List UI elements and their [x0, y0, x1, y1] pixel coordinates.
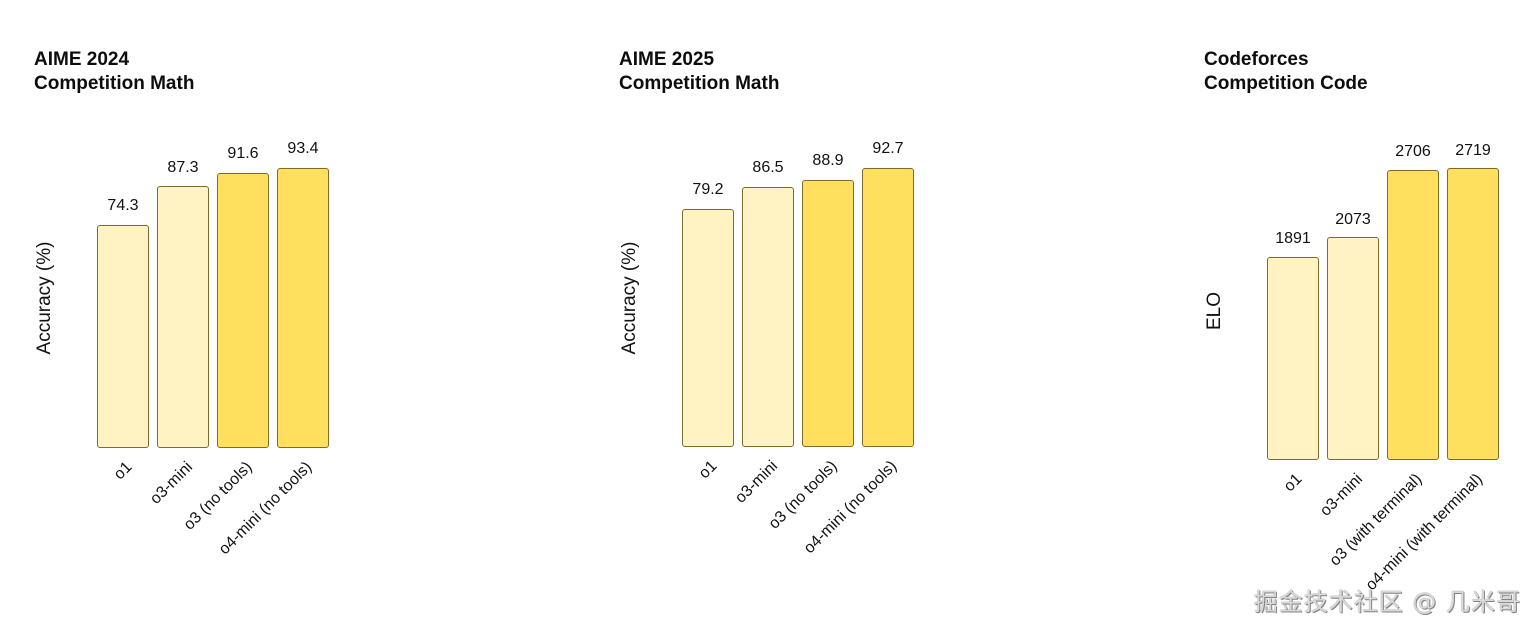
bar-o4-mini-no-tools [277, 168, 329, 448]
value-label: 79.2 [692, 181, 724, 198]
value-label: 93.4 [287, 140, 319, 157]
chart-title: Codeforces Competition Code [1204, 48, 1368, 96]
chart-aime-2025: AIME 2025 Competition Math Accuracy (%) … [619, 0, 1139, 637]
bar-o3-with-terminal [1387, 170, 1439, 460]
bar-o3-mini [742, 187, 794, 447]
bar-o4-mini-with-terminal [1447, 168, 1499, 460]
x-tick-label: o3-mini [731, 457, 781, 507]
value-label: 2719 [1455, 142, 1491, 159]
bar-o4-mini-no-tools [862, 168, 914, 447]
chart-title-line1: AIME 2024 [34, 49, 130, 70]
y-axis-label: Accuracy (%) [34, 241, 55, 355]
chart-title-line1: AIME 2025 [619, 49, 715, 70]
x-tick-label: o1 [111, 458, 136, 484]
value-label: 2706 [1395, 143, 1431, 160]
chart-title: AIME 2025 Competition Math [619, 48, 779, 96]
value-label: 2073 [1335, 211, 1371, 228]
chart-title-line2: Competition Code [1204, 73, 1368, 94]
x-tick-label: o3-mini [146, 458, 196, 508]
y-axis-label: Accuracy (%) [619, 241, 640, 355]
x-tick-label: o3-mini [1316, 470, 1366, 520]
chart-title-line2: Competition Math [619, 73, 780, 94]
bar-o3-mini [1327, 237, 1379, 460]
bar-o3-mini [157, 186, 209, 448]
chart-title-line1: Codeforces [1204, 49, 1309, 70]
value-label: 91.6 [227, 145, 259, 162]
value-label: 74.3 [107, 197, 139, 214]
value-label: 92.7 [872, 140, 904, 157]
value-label: 87.3 [167, 159, 199, 176]
chart-title: AIME 2024 Competition Math [34, 48, 194, 96]
chart-title-line2: Competition Math [34, 73, 195, 94]
bar-o3-no-tools [802, 180, 854, 447]
bar-o1 [1267, 257, 1319, 460]
watermark: 掘金技术社区 @ 几米哥 [1253, 588, 1521, 616]
value-label: 1891 [1275, 230, 1311, 247]
x-tick-label: o4-mini (with terminal) [1362, 470, 1486, 594]
chart-aime-2024: AIME 2024 Competition Math Accuracy (%) … [34, 0, 554, 637]
bar-o3-no-tools [217, 173, 269, 448]
bar-o1 [97, 225, 149, 448]
bar-o1 [682, 209, 734, 447]
chart-codeforces: Codeforces Competition Code ELO 1891 207… [1204, 0, 1539, 637]
x-tick-label: o1 [696, 457, 721, 483]
value-label: 88.9 [812, 152, 844, 169]
x-tick-label: o1 [1281, 470, 1306, 496]
value-label: 86.5 [752, 159, 784, 176]
y-axis-label: ELO [1204, 291, 1225, 331]
